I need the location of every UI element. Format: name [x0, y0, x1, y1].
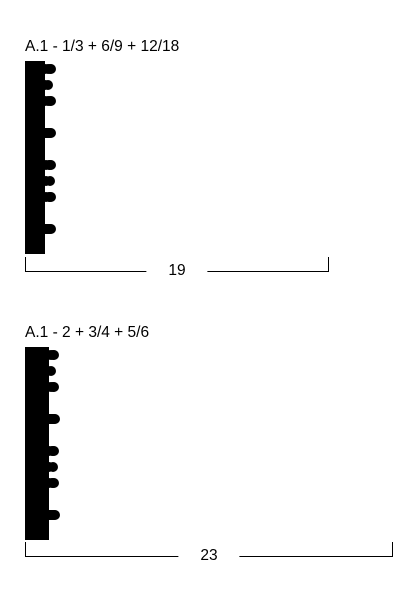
- knitting-grid: [25, 347, 60, 540]
- grid-cell: [47, 443, 49, 460]
- grid-cell: [43, 221, 56, 238]
- purl-dot: [46, 224, 56, 234]
- grid-row: [25, 125, 56, 142]
- purl-dot: [46, 192, 56, 202]
- purl-dot: [46, 128, 56, 138]
- grid-row: [25, 507, 60, 524]
- purl-dot: [45, 176, 55, 186]
- grid-cell: [43, 141, 45, 158]
- grid-row: [25, 189, 56, 206]
- chart-title: A.1 - 2 + 3/4 + 5/6: [25, 324, 150, 341]
- grid-row: [25, 77, 53, 94]
- purl-dot: [49, 382, 59, 392]
- grid-row: [25, 109, 45, 126]
- purl-dot: [46, 366, 56, 376]
- grid-row: [25, 523, 49, 540]
- grid-row: [25, 205, 45, 222]
- stitch-count-label: 23: [178, 548, 240, 564]
- purl-dot: [49, 446, 59, 456]
- grid-row: [25, 61, 56, 78]
- purl-dot: [43, 80, 53, 90]
- grid-row: [25, 173, 55, 190]
- grid-cell: [47, 475, 49, 492]
- grid-row: [25, 379, 59, 396]
- grid-cell: [43, 93, 56, 110]
- grid-row: [25, 363, 56, 380]
- chart-title: A.1 - 1/3 + 6/9 + 12/18: [25, 38, 180, 55]
- grid-row: [25, 459, 58, 476]
- grid-row: [25, 427, 49, 444]
- purl-dot: [46, 64, 56, 74]
- grid-cell: [43, 157, 56, 174]
- grid-cell: [47, 347, 49, 364]
- grid-cell: [43, 173, 45, 190]
- grid-cell: [43, 237, 45, 254]
- grid-cell: [43, 125, 56, 142]
- grid-row: [25, 443, 59, 460]
- purl-dot: [46, 96, 56, 106]
- grid-row: [25, 93, 56, 110]
- grid-row: [25, 221, 56, 238]
- grid-cell: [47, 395, 49, 412]
- grid-cell: [43, 109, 45, 126]
- grid-cell: [47, 523, 49, 540]
- purl-dot: [50, 414, 60, 424]
- grid-row: [25, 411, 60, 428]
- knitting-grid: [25, 61, 56, 254]
- grid-row: [25, 491, 49, 508]
- purl-dot: [46, 160, 56, 170]
- grid-cell: [47, 491, 49, 508]
- grid-cell: [47, 379, 49, 396]
- grid-cell: [43, 189, 56, 206]
- grid-row: [25, 395, 49, 412]
- grid-row: [25, 141, 45, 158]
- grid-cell: [43, 61, 56, 78]
- purl-dot: [50, 510, 60, 520]
- purl-dot: [49, 478, 59, 488]
- grid-cell: [43, 205, 45, 222]
- grid-cell: [47, 507, 60, 524]
- grid-cell: [47, 363, 49, 380]
- grid-row: [25, 475, 59, 492]
- stitch-count-label: 19: [146, 263, 208, 279]
- grid-cell: [47, 459, 49, 476]
- grid-row: [25, 157, 56, 174]
- grid-row: [25, 237, 45, 254]
- grid-cell: [47, 427, 49, 444]
- grid-row: [25, 347, 59, 364]
- grid-cell: [43, 77, 45, 94]
- purl-dot: [49, 350, 59, 360]
- purl-dot: [48, 462, 58, 472]
- grid-cell: [47, 411, 60, 428]
